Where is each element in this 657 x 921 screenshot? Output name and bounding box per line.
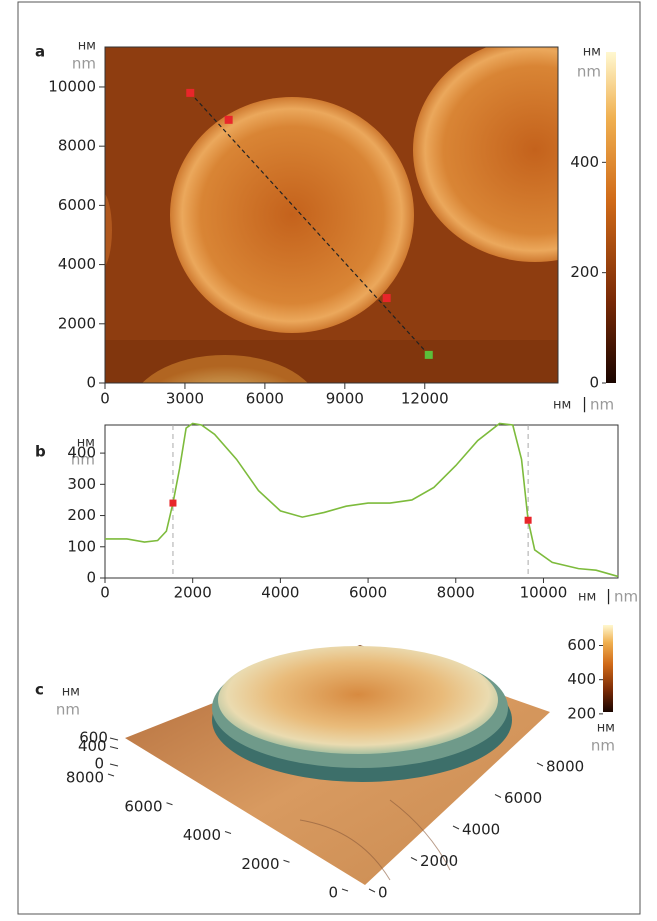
x-tick-label: 6000 xyxy=(124,797,162,815)
y-tick-label: 0 xyxy=(86,374,96,392)
marker xyxy=(224,115,233,124)
unit-label: нм xyxy=(553,398,571,413)
unit-label: нм xyxy=(77,436,95,451)
unit-label: nm xyxy=(71,451,95,469)
x-tick-label: 4000 xyxy=(183,826,221,844)
surface-3d xyxy=(125,645,550,885)
x-tick-label: 0 xyxy=(100,390,110,408)
unit-label: nm xyxy=(614,588,638,606)
colorbar-tick-label: 400 xyxy=(570,153,599,171)
y-tick-label: 0 xyxy=(378,884,388,902)
x-tick-label: 2000 xyxy=(241,855,279,873)
x-tick xyxy=(341,888,349,892)
x-tick-label: 8000 xyxy=(437,584,475,602)
x-tick xyxy=(283,859,290,863)
colorbar-tick-label: 200 xyxy=(570,263,599,281)
x-tick-label: 0 xyxy=(328,884,338,902)
colorbar-tick-label: 600 xyxy=(567,636,596,654)
unit-label: nm xyxy=(591,737,615,755)
colorbar-tick-label: 200 xyxy=(567,704,596,722)
unit-label: nm xyxy=(56,701,80,719)
y-tick-label: 8000 xyxy=(546,758,584,776)
afm-image xyxy=(105,47,558,383)
x-tick xyxy=(107,773,115,777)
marker xyxy=(524,516,532,524)
y-tick-label: 6000 xyxy=(504,789,542,807)
x-tick-label: 9000 xyxy=(326,390,364,408)
unit-label: нм xyxy=(597,721,615,736)
z-tick-label: 0 xyxy=(94,755,104,773)
x-tick-label: 12000 xyxy=(401,390,449,408)
y-tick xyxy=(410,857,418,861)
x-tick-label: 2000 xyxy=(174,584,212,602)
unit-label: нм xyxy=(78,39,96,54)
y-tick-label: 8000 xyxy=(58,137,96,155)
z-tick xyxy=(109,737,119,741)
unit-label: нм xyxy=(62,685,80,700)
colorbar-tick-label: 0 xyxy=(589,374,599,392)
marker xyxy=(382,294,391,303)
plot-frame xyxy=(104,46,559,384)
y-tick-label: 400 xyxy=(67,444,96,462)
y-tick-label: 4000 xyxy=(58,255,96,273)
unit-label: нм xyxy=(578,590,596,605)
marker xyxy=(424,350,433,359)
panel-label: b xyxy=(35,443,46,461)
panel-label: c xyxy=(35,681,44,699)
x-tick-label: 8000 xyxy=(66,769,104,787)
panel-label: a xyxy=(35,43,45,61)
x-tick-label: 6000 xyxy=(246,390,284,408)
unit-label: nm xyxy=(72,55,96,73)
x-tick-label: 4000 xyxy=(261,584,299,602)
y-tick-label: 100 xyxy=(67,537,96,555)
x-tick-label: 3000 xyxy=(166,390,204,408)
unit-separator: | xyxy=(606,587,611,605)
figure-frame xyxy=(17,1,641,915)
unit-label: nm xyxy=(590,396,614,414)
y-tick xyxy=(536,762,544,767)
y-tick-label: 2000 xyxy=(420,852,458,870)
y-tick-label: 200 xyxy=(67,506,96,524)
y-tick xyxy=(452,825,460,830)
z-tick-label: 400 xyxy=(78,737,107,755)
z-tick xyxy=(109,746,119,750)
profile-line xyxy=(189,92,430,356)
marker xyxy=(186,88,195,97)
plot-frame xyxy=(104,424,619,579)
x-tick-label: 0 xyxy=(100,584,110,602)
y-tick-label: 0 xyxy=(86,569,96,587)
marker xyxy=(169,499,177,507)
colorbar xyxy=(603,625,613,712)
profile-line xyxy=(105,422,619,578)
y-tick xyxy=(494,794,502,798)
y-tick-label: 10000 xyxy=(48,77,96,95)
x-tick xyxy=(166,802,173,806)
unit-separator: | xyxy=(582,395,587,413)
colorbar xyxy=(606,52,616,383)
unit-label: нм xyxy=(583,45,601,60)
z-tick xyxy=(109,763,119,767)
x-tick-label: 6000 xyxy=(349,584,387,602)
y-tick xyxy=(368,888,376,893)
y-tick-label: 4000 xyxy=(462,821,500,839)
x-tick xyxy=(224,831,232,834)
y-tick-label: 6000 xyxy=(58,196,96,214)
y-tick-label: 2000 xyxy=(58,314,96,332)
y-tick-label: 300 xyxy=(67,475,96,493)
x-tick-label: 10000 xyxy=(520,584,568,602)
z-tick-label: 600 xyxy=(79,729,108,747)
unit-label: nm xyxy=(577,63,601,81)
colorbar-tick-label: 400 xyxy=(567,670,596,688)
